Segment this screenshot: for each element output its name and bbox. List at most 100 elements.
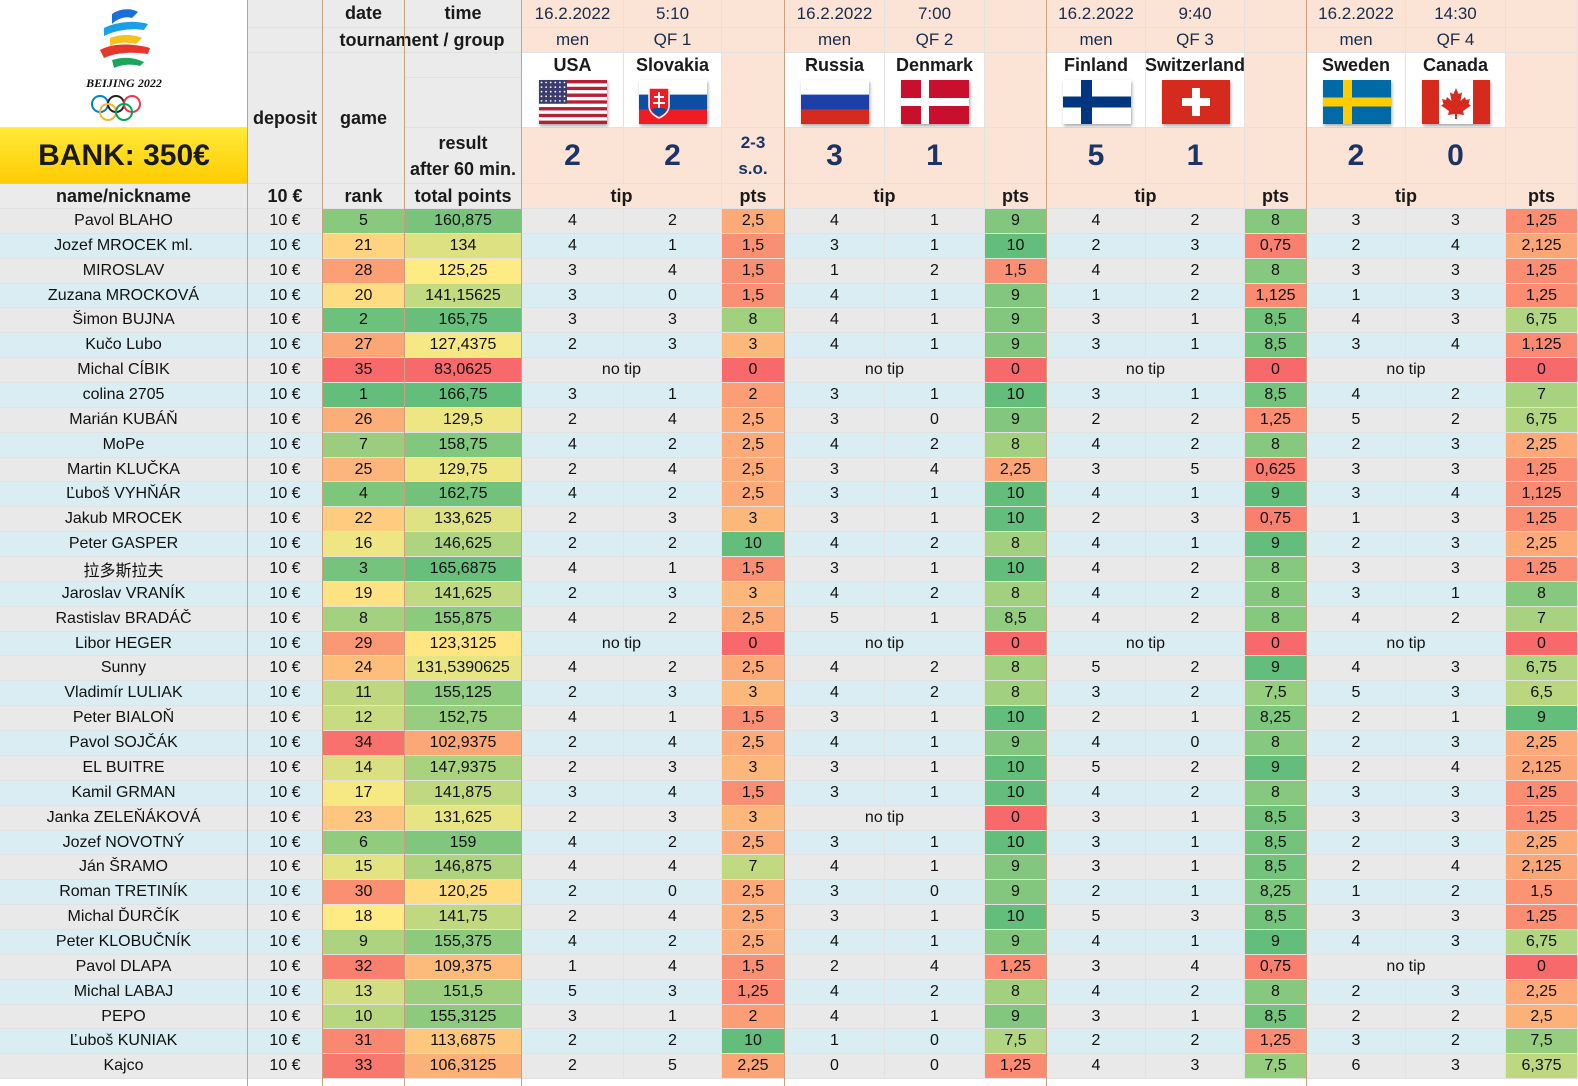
player-rank: 15 [323,855,405,880]
player-name: Jozef MROCEK ml. [0,234,248,259]
slovakia-flag [639,80,707,124]
tip-home: 3 [785,482,885,507]
game-2-score1: 3 [785,128,885,184]
pts-cell: 0 [1245,632,1307,656]
pts-cell: 8 [1245,209,1307,234]
tip-home: 2 [1047,880,1146,905]
game-1-score2: 2 [624,128,722,184]
tip-away: 3 [624,756,722,781]
pts-cell: 8,5 [1245,308,1307,333]
tip-home: 3 [785,756,885,781]
game-1-date: 16.2.2022 [522,0,624,28]
player-rank: 3 [323,557,405,582]
player-name: Rastislav BRADÁČ [0,607,248,632]
player-total-points: 160,875 [405,209,522,234]
tip-away: 1 [885,234,985,259]
pts-cell: 2,25 [1506,433,1578,458]
player-total-points: 165,75 [405,308,522,333]
tip-home: 3 [1307,905,1406,930]
game-2-group: QF 2 [885,28,985,53]
pts-cell: 2,25 [722,1054,785,1079]
tip-away: 3 [1406,731,1506,756]
tip-away: 4 [885,458,985,482]
pts-cell: 2,25 [1506,831,1578,855]
tip-home: 2 [522,458,624,482]
player-total-points: 158,75 [405,433,522,458]
tip-home: 3 [1047,831,1146,855]
column-group-border [521,0,522,1086]
pts-cell: 3 [722,582,785,607]
tip-home: 2 [522,333,624,358]
no-tip-cell: no tip [1307,632,1506,656]
player-total-points: 83,0625 [405,358,522,383]
tip-home: 3 [522,383,624,408]
tip-away: 0 [885,880,985,905]
player-total-points: 165,6875 [405,557,522,582]
tip-home: 2 [1047,234,1146,259]
player-total-points: 129,5 [405,408,522,433]
tip-home: 3 [1307,1029,1406,1054]
no-tip-cell: no tip [1047,632,1245,656]
player-deposit: 10 € [248,880,323,905]
tip-away: 0 [885,408,985,433]
tip-away: 4 [1406,333,1506,358]
tip-home: 4 [785,532,885,557]
player-name: Ľuboš KUNIAK [0,1029,248,1054]
game-1-group: QF 1 [624,28,722,53]
player-total-points: 123,3125 [405,632,522,656]
pts-cell: 8 [1245,557,1307,582]
pts-cell: 3 [722,333,785,358]
tip-away: 2 [1146,433,1245,458]
tip-away: 4 [885,955,985,980]
player-rank: 35 [323,358,405,383]
player-rank: 1 [323,383,405,408]
pts-cell: 9 [1245,930,1307,955]
tip-home: 1 [1047,284,1146,308]
game-1-blank-3 [722,53,785,128]
pts-cell: 10 [985,557,1047,582]
pts-cell: 8 [722,308,785,333]
player-deposit: 10 € [248,706,323,731]
tip-home: 2 [1307,731,1406,756]
game-4-blank-1 [1506,0,1578,28]
rank-column-header: rank [323,184,405,209]
tip-home: 4 [785,656,885,681]
player-rank: 14 [323,756,405,781]
pts-cell: 8 [985,532,1047,557]
tip-away: 1 [885,855,985,880]
tip-home: 4 [785,930,885,955]
game-4-date: 16.2.2022 [1307,0,1406,28]
tip-home: 6 [1307,1054,1406,1079]
tip-away: 4 [624,408,722,433]
tip-home: 4 [1047,930,1146,955]
player-name: Jaroslav VRANÍK [0,582,248,607]
tip-home: 3 [785,458,885,482]
team1-name: USA [553,55,592,75]
pts-cell: 9 [985,284,1047,308]
tip-home: 3 [522,308,624,333]
player-total-points: 113,6875 [405,1029,522,1054]
player-rank: 20 [323,284,405,308]
tip-home: 2 [1047,706,1146,731]
pts-cell: 10 [985,706,1047,731]
tip-away: 3 [1406,781,1506,806]
pts-cell: 1,125 [1245,284,1307,308]
denmark-flag [901,80,969,124]
header-blank-2 [248,28,323,53]
pts-cell: 8,5 [1245,383,1307,408]
tip-home: 4 [785,209,885,234]
tip-away: 2 [1146,557,1245,582]
player-name: Roman TRETINÍK [0,880,248,905]
tip-home: 5 [522,980,624,1005]
tip-away: 2 [1406,1029,1506,1054]
pts-cell: 7,5 [1506,1029,1578,1054]
tip-away: 3 [1406,980,1506,1005]
pts-cell: 0 [985,806,1047,831]
tip-away: 5 [1146,458,1245,482]
tip-home: 1 [1307,284,1406,308]
pts-cell: 10 [985,383,1047,408]
player-name: Martin KLUČKA [0,458,248,482]
tip-home: 4 [1307,656,1406,681]
pts-cell: 6,75 [1506,308,1578,333]
tip-home: 2 [522,756,624,781]
